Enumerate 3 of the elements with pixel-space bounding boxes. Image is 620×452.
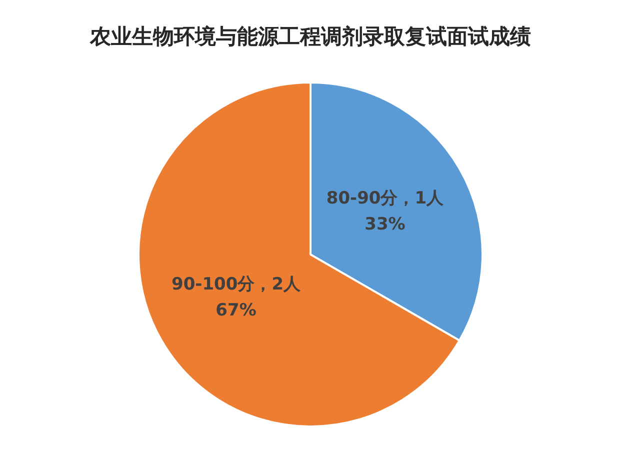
chart-title: 农业生物环境与能源工程调剂录取复试面试成绩 xyxy=(89,24,531,48)
slice-label: 90-100分，2人 67% xyxy=(172,274,302,320)
slice-label: 80-90分，1人 33% xyxy=(326,188,445,234)
